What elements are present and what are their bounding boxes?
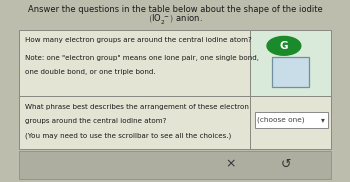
Text: G: G xyxy=(280,41,288,51)
Text: groups around the central iodine atom?: groups around the central iodine atom? xyxy=(26,118,167,124)
FancyBboxPatch shape xyxy=(272,57,309,87)
Text: Answer the questions in the table below about the shape of the iodite: Answer the questions in the table below … xyxy=(28,5,322,14)
Text: (You may need to use the scrollbar to see all the choices.): (You may need to use the scrollbar to se… xyxy=(26,132,232,139)
FancyBboxPatch shape xyxy=(19,96,250,149)
Text: How many electron groups are around the central iodine atom?: How many electron groups are around the … xyxy=(26,37,252,43)
Circle shape xyxy=(267,36,301,55)
Text: ▾: ▾ xyxy=(321,115,324,124)
FancyBboxPatch shape xyxy=(19,151,331,179)
Text: Note: one "electron group" means one lone pair, one single bond,: Note: one "electron group" means one lon… xyxy=(26,55,259,61)
FancyBboxPatch shape xyxy=(255,112,328,128)
FancyBboxPatch shape xyxy=(250,96,331,149)
FancyBboxPatch shape xyxy=(250,30,331,96)
Text: one double bond, or one triple bond.: one double bond, or one triple bond. xyxy=(26,69,156,75)
Text: What phrase best describes the arrangement of these electron: What phrase best describes the arrangeme… xyxy=(26,104,249,110)
Text: (choose one): (choose one) xyxy=(257,117,305,123)
Text: ×: × xyxy=(225,158,236,171)
Text: ↺: ↺ xyxy=(280,158,291,171)
Text: $\left(\mathrm{IO}_2^{\ -}\right)$ anion.: $\left(\mathrm{IO}_2^{\ -}\right)$ anion… xyxy=(148,12,202,26)
FancyBboxPatch shape xyxy=(19,30,250,96)
